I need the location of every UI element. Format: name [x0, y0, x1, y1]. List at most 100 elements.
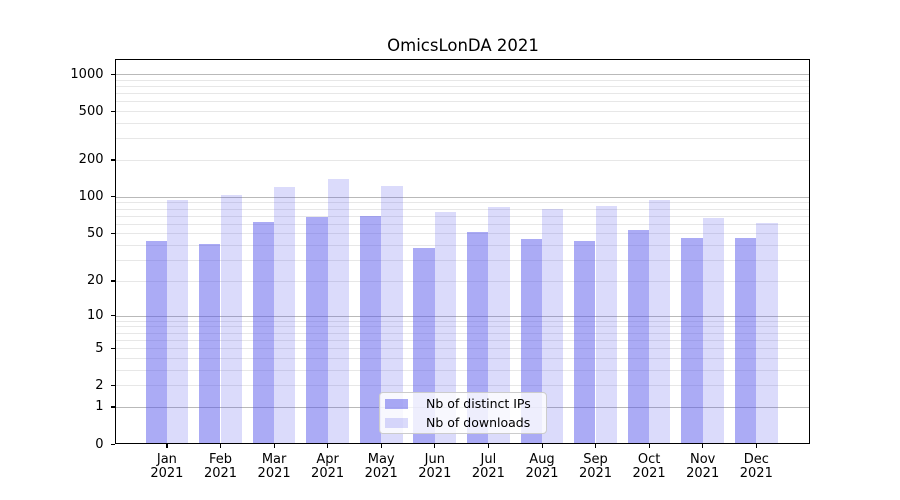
x-tick-month-sep: Sep [583, 452, 608, 467]
y-tick-label-2: 2 [95, 377, 104, 393]
gridline-minor-500 [115, 111, 810, 112]
gridline-minor-900 [115, 79, 810, 81]
x-tick-month-mar: Mar [261, 452, 287, 467]
x-tick-month-may: May [367, 452, 395, 467]
x-tick-year-mar: 2021 [257, 466, 291, 481]
x-tick-year-nov: 2021 [686, 466, 720, 481]
y-tick-label-100: 100 [78, 189, 104, 205]
chart-title: OmicsLonDA 2021 [387, 36, 539, 55]
x-tick-mark-apr [327, 444, 329, 448]
x-tick-year-aug: 2021 [525, 466, 559, 481]
gridline-minor-30 [115, 260, 810, 262]
legend-label-downloads: Nb of downloads [426, 415, 531, 430]
legend-label-distinct-ips: Nb of distinct IPs [426, 396, 531, 411]
gridline-minor-300 [115, 138, 810, 140]
x-tick-mark-oct [648, 444, 650, 448]
y-tick-label-200: 200 [78, 152, 104, 168]
x-tick-month-jul: Jul [480, 452, 497, 467]
bar-downloads-apr [327, 178, 349, 444]
y-tick-label-5: 5 [95, 340, 104, 356]
x-tick-label-sep: Sep 2021 [566, 453, 626, 481]
x-tick-month-nov: Nov [690, 452, 716, 467]
legend-swatch-downloads [385, 417, 408, 428]
y-tick-mark-500 [110, 110, 115, 112]
x-tick-label-jul: Jul 2021 [458, 453, 518, 481]
bars-layer [115, 59, 810, 444]
gridline-minor-70 [115, 215, 810, 217]
x-tick-year-feb: 2021 [203, 466, 238, 481]
x-tick-month-jan: Jan [156, 452, 177, 467]
x-tick-mark-nov [702, 444, 704, 448]
gridline-major-10 [115, 315, 810, 317]
x-tick-label-apr: Apr 2021 [298, 453, 358, 481]
gridline-minor-800 [115, 85, 810, 87]
x-tick-mark-may [380, 444, 382, 448]
x-tick-mark-aug [541, 444, 543, 448]
gridline-minor-50 [115, 233, 810, 235]
bar-downloads-may [381, 185, 403, 444]
plot-area [115, 59, 810, 444]
bar-downloads-oct [649, 199, 671, 444]
x-tick-label-feb: Feb 2021 [191, 453, 251, 481]
x-tick-year-jun: 2021 [418, 466, 452, 481]
x-tick-label-nov: Nov 2021 [673, 453, 733, 481]
gridline-minor-6 [115, 339, 810, 341]
gridline-minor-7 [115, 332, 810, 334]
y-tick-label-20: 20 [86, 273, 104, 289]
x-tick-mark-jan [166, 444, 168, 448]
bar-distinct-ips-mar [252, 222, 275, 444]
y-tick-label-10: 10 [86, 308, 104, 324]
bar-distinct-ips-jul [467, 232, 489, 444]
x-tick-mark-jun [434, 444, 436, 448]
x-tick-label-oct: Oct 2021 [619, 453, 679, 481]
x-tick-label-jan: Jan 2021 [137, 453, 197, 481]
y-tick-mark-0 [110, 443, 115, 445]
y-tick-mark-200 [110, 159, 115, 161]
x-tick-mark-feb [220, 444, 222, 448]
legend-item-distinct-ips: Nb of distinct IPs [385, 396, 546, 411]
bar-downloads-dec [756, 222, 778, 444]
gridlines-layer [115, 59, 810, 444]
bar-distinct-ips-jan [145, 241, 167, 444]
bar-distinct-ips-dec [734, 237, 757, 444]
y-tick-label-1: 1 [95, 399, 104, 415]
gridline-major-100 [115, 196, 810, 198]
gridline-minor-9 [115, 320, 810, 322]
x-tick-year-sep: 2021 [578, 466, 613, 481]
x-tick-month-jun: Jun [424, 452, 445, 467]
y-tick-label-0: 0 [95, 436, 104, 452]
legend-swatch-distinct-ips [385, 398, 408, 409]
gridline-minor-600 [115, 101, 810, 103]
y-tick-mark-100 [110, 196, 115, 198]
gridline-minor-20 [115, 280, 810, 282]
x-tick-month-apr: Apr [316, 452, 339, 467]
gridline-minor-5 [115, 348, 810, 349]
gridline-minor-8 [115, 326, 810, 328]
y-tick-label-50: 50 [86, 225, 104, 241]
bar-downloads-aug [542, 208, 564, 444]
gridline-minor-2 [115, 385, 810, 387]
bar-distinct-ips-may [359, 215, 382, 444]
y-tick-label-500: 500 [78, 103, 104, 119]
x-tick-month-oct: Oct [637, 452, 661, 467]
x-tick-label-aug: Aug 2021 [512, 453, 572, 481]
bar-downloads-mar [274, 186, 296, 444]
y-tick-mark-5 [110, 347, 115, 349]
y-tick-mark-20 [110, 280, 115, 282]
bar-downloads-jan [166, 199, 189, 444]
bar-distinct-ips-feb [199, 243, 221, 444]
legend-item-downloads: Nb of downloads [385, 415, 546, 430]
gridline-major-1000 [115, 74, 810, 75]
legend: Nb of distinct IPs Nb of downloads [379, 392, 547, 434]
x-tick-mark-sep [595, 444, 597, 448]
y-tick-mark-1000 [110, 73, 115, 75]
bar-downloads-jun [434, 212, 457, 444]
x-tick-mark-jul [487, 444, 490, 448]
bar-distinct-ips-nov [681, 237, 703, 444]
bar-downloads-sep [595, 206, 617, 444]
bar-distinct-ips-apr [306, 217, 328, 444]
y-tick-mark-10 [110, 315, 115, 317]
x-tick-label-mar: Mar 2021 [244, 453, 304, 481]
x-tick-year-oct: 2021 [632, 466, 666, 481]
